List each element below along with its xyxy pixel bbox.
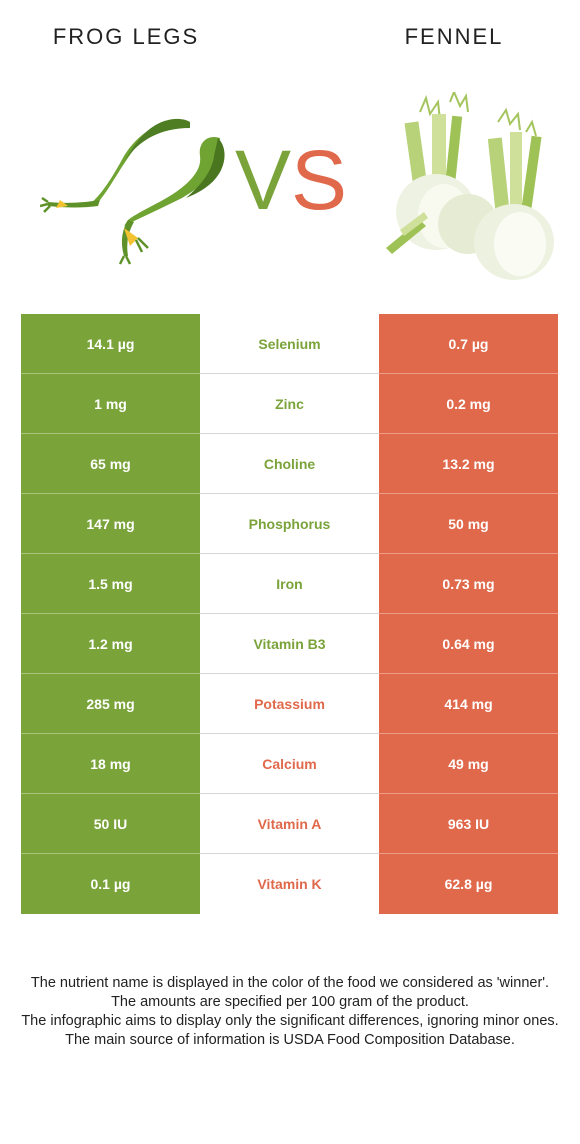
left-value: 147 mg — [21, 494, 200, 554]
comparison-table: 14.1 µg Selenium 0.7 µg 1 mg Zinc 0.2 mg 65 mg… — [21, 314, 558, 914]
left-value: 1 mg — [21, 374, 200, 434]
table-row: 285 mg Potassium 414 mg — [21, 674, 558, 734]
right-value: 62.8 µg — [379, 854, 558, 914]
left-value: 1.5 mg — [21, 554, 200, 614]
table-row: 147 mg Phosphorus 50 mg — [21, 494, 558, 554]
nutrient-name: Vitamin B3 — [200, 614, 379, 674]
vs-label: VS — [226, 130, 356, 230]
fennel-image — [386, 92, 554, 280]
vs-s: S — [291, 133, 348, 227]
right-value: 963 IU — [379, 794, 558, 854]
table-row: 1 mg Zinc 0.2 mg — [21, 374, 558, 434]
right-value: 0.73 mg — [379, 554, 558, 614]
right-value: 0.2 mg — [379, 374, 558, 434]
nutrient-name: Selenium — [200, 314, 379, 374]
nutrient-name: Choline — [200, 434, 379, 494]
vs-v: V — [234, 133, 291, 227]
right-value: 0.7 µg — [379, 314, 558, 374]
right-value: 13.2 mg — [379, 434, 558, 494]
note-significance: The infographic aims to display only the… — [21, 1013, 559, 1029]
left-value: 50 IU — [21, 794, 200, 854]
left-value: 65 mg — [21, 434, 200, 494]
nutrient-name: Vitamin A — [200, 794, 379, 854]
left-food-title: FROG LEGS — [52, 24, 200, 49]
left-value: 18 mg — [21, 734, 200, 794]
right-food-title: FENNEL — [404, 24, 504, 49]
left-value: 0.1 µg — [21, 854, 200, 914]
table-row: 14.1 µg Selenium 0.7 µg — [21, 314, 558, 374]
right-value: 414 mg — [379, 674, 558, 734]
table-row: 1.5 mg Iron 0.73 mg — [21, 554, 558, 614]
note-source: The main source of information is USDA F… — [65, 1032, 515, 1048]
right-value: 0.64 mg — [379, 614, 558, 674]
nutrient-name: Vitamin K — [200, 854, 379, 914]
left-value: 14.1 µg — [21, 314, 200, 374]
nutrient-name: Iron — [200, 554, 379, 614]
note-amounts: The amounts are specified per 100 gram o… — [111, 994, 469, 1010]
left-value: 1.2 mg — [21, 614, 200, 674]
nutrient-name: Zinc — [200, 374, 379, 434]
right-value: 49 mg — [379, 734, 558, 794]
table-row: 1.2 mg Vitamin B3 0.64 mg — [21, 614, 558, 674]
table-row: 0.1 µg Vitamin K 62.8 µg — [21, 854, 558, 914]
nutrient-name: Potassium — [200, 674, 379, 734]
table-row: 18 mg Calcium 49 mg — [21, 734, 558, 794]
table-row: 50 IU Vitamin A 963 IU — [21, 794, 558, 854]
note-winner: The nutrient name is displayed in the co… — [30, 975, 550, 991]
nutrient-name: Phosphorus — [200, 494, 379, 554]
left-value: 285 mg — [21, 674, 200, 734]
right-value: 50 mg — [379, 494, 558, 554]
nutrient-name: Calcium — [200, 734, 379, 794]
footnotes: The nutrient name is displayed in the co… — [18, 974, 562, 1050]
frog-legs-image — [40, 118, 225, 265]
table-row: 65 mg Choline 13.2 mg — [21, 434, 558, 494]
